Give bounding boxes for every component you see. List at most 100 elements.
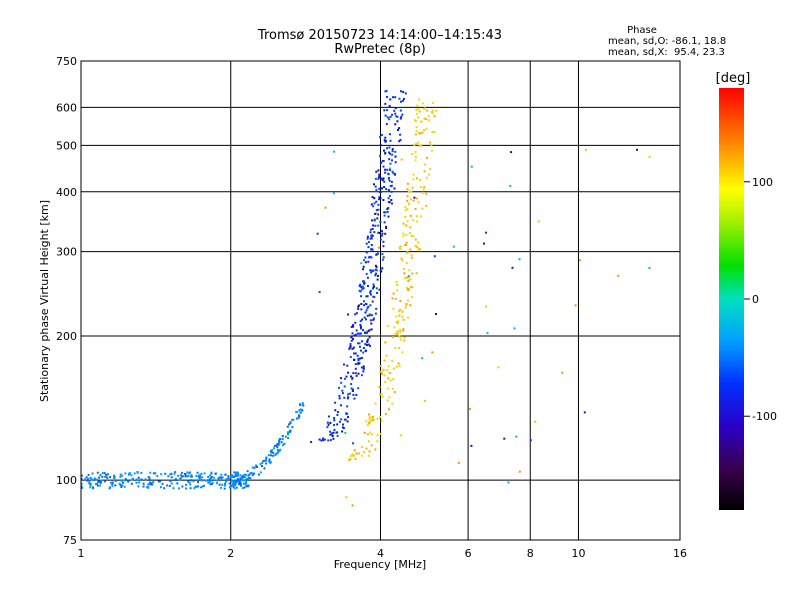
data-point xyxy=(177,474,180,477)
data-point xyxy=(367,440,370,443)
data-point xyxy=(431,351,434,354)
data-point xyxy=(239,478,242,481)
data-point xyxy=(336,434,339,437)
data-point xyxy=(394,107,397,109)
data-point xyxy=(372,318,375,321)
data-point xyxy=(414,133,417,136)
data-point xyxy=(405,233,408,236)
data-point xyxy=(371,300,374,303)
data-point xyxy=(427,119,430,122)
data-point xyxy=(368,450,371,453)
data-point xyxy=(229,475,232,478)
data-point xyxy=(386,168,389,171)
data-point xyxy=(148,476,151,479)
data-point xyxy=(408,269,411,272)
data-point xyxy=(374,224,377,227)
data-point xyxy=(268,460,271,463)
data-point xyxy=(299,411,302,414)
data-point xyxy=(369,345,371,347)
data-point xyxy=(369,304,372,307)
data-point xyxy=(352,442,355,445)
data-point xyxy=(364,343,367,346)
data-point xyxy=(351,332,354,335)
data-point xyxy=(274,453,277,456)
data-point xyxy=(195,475,198,477)
data-point xyxy=(142,482,145,485)
data-point xyxy=(365,420,368,423)
data-point xyxy=(365,272,368,275)
data-point xyxy=(179,477,182,480)
data-point xyxy=(384,90,387,93)
data-point xyxy=(384,136,387,139)
data-point xyxy=(378,196,381,199)
data-point xyxy=(80,474,83,477)
data-point xyxy=(356,354,359,357)
data-point xyxy=(382,245,385,248)
data-point xyxy=(416,245,419,248)
data-point xyxy=(350,336,353,339)
data-point xyxy=(360,366,363,369)
data-point xyxy=(286,425,289,428)
data-point xyxy=(358,342,361,345)
data-point xyxy=(377,213,380,216)
data-point xyxy=(349,455,352,458)
data-point xyxy=(124,472,127,475)
data-point xyxy=(375,253,378,256)
data-point xyxy=(247,474,250,477)
data-point xyxy=(380,134,383,136)
data-point xyxy=(289,422,292,425)
data-point xyxy=(636,148,638,151)
data-point xyxy=(423,117,426,120)
data-point xyxy=(378,232,381,234)
data-point xyxy=(140,478,143,481)
data-point xyxy=(342,426,344,429)
data-point xyxy=(409,278,412,281)
data-point xyxy=(118,482,121,485)
data-point xyxy=(423,170,426,173)
data-point xyxy=(163,487,166,490)
data-point xyxy=(242,475,245,478)
data-point xyxy=(233,476,236,479)
data-point xyxy=(378,175,381,178)
data-point xyxy=(367,305,370,308)
data-point xyxy=(224,482,227,485)
data-point xyxy=(386,147,389,150)
data-point xyxy=(375,200,378,203)
data-point xyxy=(407,299,410,302)
data-point xyxy=(402,339,405,342)
data-point xyxy=(399,247,401,250)
data-point xyxy=(332,437,335,440)
data-point xyxy=(394,298,397,300)
data-point xyxy=(386,399,389,402)
data-point xyxy=(388,118,391,121)
data-point xyxy=(200,479,203,482)
grid xyxy=(81,61,680,540)
data-point xyxy=(337,411,339,413)
data-point xyxy=(142,485,145,488)
data-point xyxy=(198,474,201,477)
colorbar xyxy=(719,88,744,510)
data-point xyxy=(370,244,373,246)
data-point xyxy=(392,307,395,310)
data-point xyxy=(405,302,408,305)
data-point xyxy=(119,473,122,476)
data-point xyxy=(382,368,385,371)
data-point xyxy=(417,201,420,204)
data-point xyxy=(408,275,410,278)
data-point xyxy=(284,435,287,438)
data-point xyxy=(383,221,386,224)
data-point xyxy=(378,386,381,389)
data-point xyxy=(333,424,335,426)
data-point xyxy=(386,109,388,112)
data-point xyxy=(343,385,346,388)
data-point xyxy=(510,151,513,154)
data-point xyxy=(414,238,417,241)
data-point xyxy=(192,480,195,483)
data-point xyxy=(388,133,391,136)
data-point xyxy=(234,479,237,482)
data-point xyxy=(174,471,177,474)
data-point xyxy=(302,404,305,407)
data-point xyxy=(220,477,223,480)
data-point xyxy=(357,362,360,365)
data-point xyxy=(92,486,94,489)
